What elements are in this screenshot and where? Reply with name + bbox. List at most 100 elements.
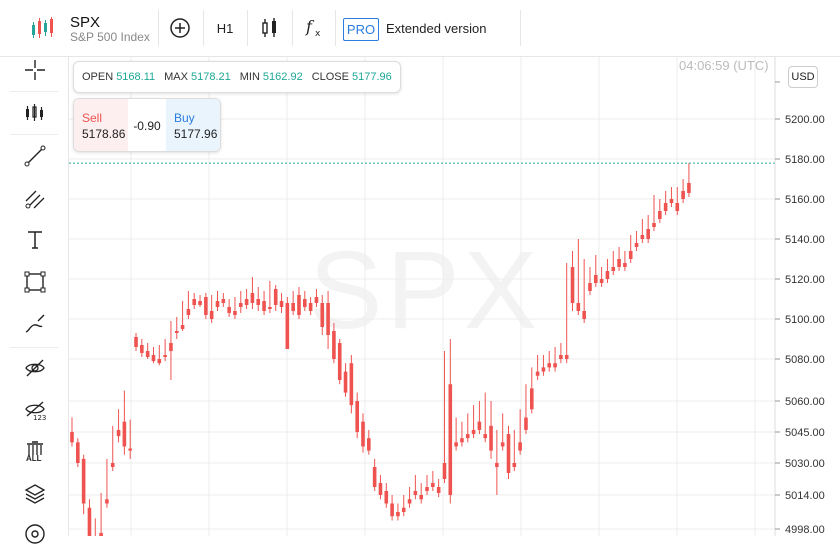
timeframe-button[interactable]: H1	[216, 20, 234, 36]
currency-button[interactable]: USD	[788, 66, 818, 88]
price-axis-label: 5200.00	[785, 114, 825, 126]
candle-body	[489, 425, 493, 451]
extended-version-link[interactable]: Extended version	[386, 21, 487, 36]
candle-body	[314, 297, 319, 303]
candle-body	[460, 438, 464, 443]
price-axis-label: 5045.00	[785, 427, 825, 439]
candle-body	[471, 429, 476, 435]
hide-drawings-button[interactable]	[24, 357, 46, 379]
info-button[interactable]	[24, 523, 46, 545]
hide-indicators-button[interactable]: 123	[24, 399, 46, 422]
candle-body	[599, 279, 604, 283]
svg-text:123: 123	[33, 414, 46, 421]
candle-body	[465, 434, 470, 439]
candle-body	[198, 301, 202, 305]
crosshair-tool[interactable]	[24, 59, 46, 81]
buy-price: 5177.96	[174, 127, 218, 141]
candle-body	[81, 458, 86, 504]
candle-body	[646, 229, 650, 239]
candle-body	[140, 345, 144, 353]
candle-body	[384, 491, 389, 504]
delete-all-label: ALL	[26, 454, 42, 463]
layers-button[interactable]	[24, 483, 46, 505]
candle-body	[87, 507, 92, 536]
brush-icon	[25, 314, 45, 333]
candle-body	[559, 355, 563, 359]
candle-body	[99, 533, 103, 536]
candle-body	[105, 499, 109, 504]
layers-icon	[24, 484, 46, 504]
candle-body	[174, 331, 179, 333]
candle-body	[337, 343, 342, 380]
candle-body	[70, 432, 74, 443]
price-axis-label: 5160.00	[785, 194, 825, 206]
candle-body	[401, 507, 406, 512]
candle-body	[116, 429, 121, 437]
price-axis-label: 5120.00	[785, 274, 825, 286]
candle-body	[273, 289, 278, 305]
candle-body	[355, 401, 359, 432]
hide-indicators-icon: 123	[25, 401, 46, 422]
candle-body	[617, 259, 621, 267]
candle-body	[250, 293, 255, 303]
candle-body	[134, 337, 138, 347]
hide-drawings-icon	[25, 359, 45, 377]
fib-icon	[25, 190, 45, 209]
price-axis-label: 5014.00	[785, 490, 825, 502]
price-axis-label: 5140.00	[785, 234, 825, 246]
candle-body	[372, 467, 377, 487]
ohlc-legend: OPEN 5168.11 MAX 5178.21 MIN 5162.92 CLOSE 5…	[73, 61, 401, 93]
candle-body	[262, 301, 266, 311]
candle-body	[594, 275, 598, 283]
rectangle-tool[interactable]	[24, 271, 46, 293]
delete-all-button[interactable]: ALL	[24, 441, 46, 463]
candle-body	[576, 303, 581, 311]
close-label: CLOSE	[311, 71, 349, 83]
svg-text:f: f	[305, 17, 315, 36]
candle-body	[122, 421, 127, 447]
candle-body	[361, 421, 365, 447]
pro-badge-button[interactable]: PRO	[343, 18, 379, 41]
plus-circle-icon	[170, 18, 190, 38]
candle-body	[332, 331, 336, 359]
brush-tool[interactable]	[24, 313, 46, 335]
candle-body	[582, 311, 586, 319]
candle-body	[512, 463, 517, 467]
candle-body	[436, 487, 441, 493]
chart-type-button[interactable]	[250, 0, 290, 56]
buy-button[interactable]: Buy 5177.96	[166, 99, 220, 151]
max-label: MAX	[164, 71, 188, 83]
candle-body	[669, 199, 674, 203]
price-axis-label: 5100.00	[785, 314, 825, 326]
price-axis-label: 4998.00	[785, 524, 825, 536]
trendline-tool[interactable]	[24, 145, 46, 167]
candle-body	[367, 438, 371, 451]
min-label: MIN	[239, 71, 260, 83]
candle-body	[413, 491, 418, 495]
symbol-ticker[interactable]: SPX	[70, 14, 101, 31]
candle-body	[221, 299, 226, 303]
candle-body	[110, 463, 115, 467]
open-value: 5168.11	[116, 71, 156, 83]
candle-body	[268, 307, 272, 309]
indicators-tool[interactable]	[24, 102, 46, 124]
max-value: 5178.21	[190, 71, 231, 83]
fib-tool[interactable]	[24, 187, 46, 209]
candle-body	[448, 384, 453, 495]
add-symbol-button[interactable]	[160, 0, 200, 56]
candle-body	[553, 363, 557, 368]
candle-body	[308, 303, 313, 311]
candle-body	[233, 311, 237, 315]
candle-body	[396, 512, 400, 517]
candle-body	[634, 243, 639, 247]
text-tool[interactable]	[24, 229, 46, 251]
price-axis-label: 5030.00	[785, 458, 825, 470]
trendline-icon	[24, 145, 46, 167]
sell-button[interactable]: Sell 5178.86	[74, 99, 128, 151]
candle-body	[303, 299, 307, 307]
candle-body	[529, 388, 534, 410]
candle-body	[227, 307, 231, 313]
candle-body	[343, 371, 348, 393]
